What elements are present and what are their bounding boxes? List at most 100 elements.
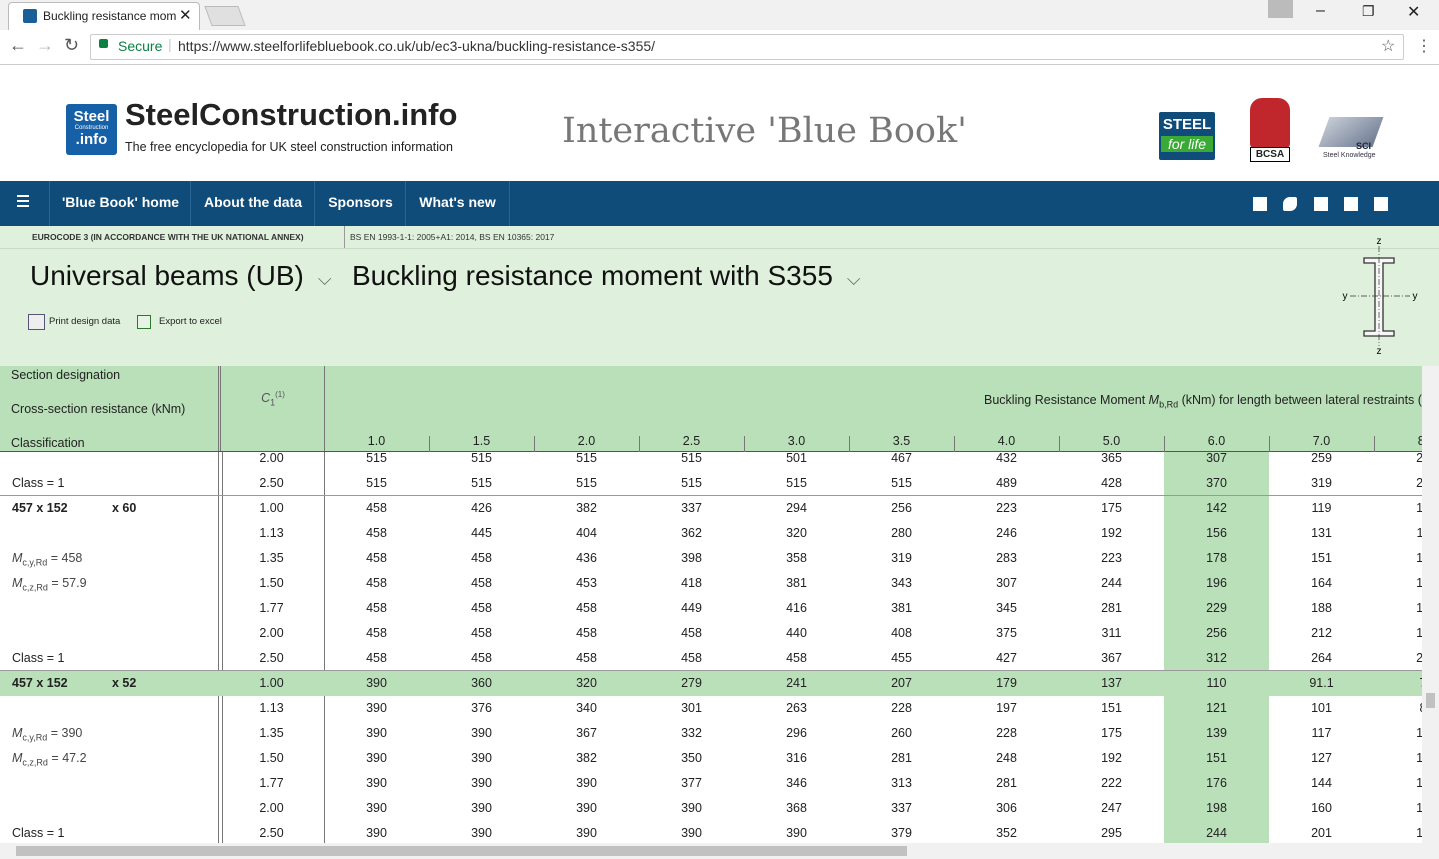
table-row[interactable]: 2.00 458 458 458 458 440 408 375 311 256 212 183 bbox=[0, 621, 1422, 646]
google-plus-icon[interactable] bbox=[1344, 197, 1358, 211]
reload[interactable]: ↻ bbox=[64, 35, 80, 55]
value-cell: 241 bbox=[786, 676, 807, 690]
value-cell: 458 bbox=[366, 551, 387, 565]
table-row[interactable]: 2.00 390 390 390 390 368 337 306 247 198 160 138 bbox=[0, 796, 1422, 821]
nav-item[interactable]: Sponsors bbox=[314, 181, 406, 226]
v-scrollbar[interactable] bbox=[1422, 366, 1439, 843]
sfl-top: STEEL bbox=[1162, 116, 1212, 133]
site-header: Steel Construction .info SteelConstructi… bbox=[0, 65, 1439, 181]
tab[interactable]: Buckling resistance mom ✕ bbox=[8, 2, 200, 31]
print-icon[interactable] bbox=[28, 314, 45, 330]
forward[interactable]: → bbox=[36, 35, 54, 55]
value-cell: 408 bbox=[891, 626, 912, 640]
mb-header: Buckling Resistance Moment Mb,Rd (kNm) f… bbox=[984, 393, 1437, 410]
table-row[interactable]: 1.00 390 360 320 279 241 207 179 137 110 91.1 78 457… bbox=[0, 671, 1422, 696]
table-row[interactable]: 1.00 458 426 382 337 294 256 223 175 142 119 102 457… bbox=[0, 496, 1422, 521]
equals: = bbox=[47, 751, 63, 765]
back[interactable]: ← bbox=[9, 35, 27, 55]
omnibox[interactable]: Secure | https://www.steelforlifeblueboo… bbox=[90, 34, 1404, 60]
menu[interactable]: ⋮ bbox=[1416, 38, 1432, 55]
resistance: Mc,y,Rd = 458 bbox=[12, 546, 82, 576]
length-header: 5.0 bbox=[1102, 434, 1121, 448]
value-cell: 138 bbox=[1416, 801, 1422, 815]
excel-link[interactable]: Export to excel bbox=[159, 316, 222, 327]
table-row[interactable]: 1.77 458 458 458 449 416 381 345 281 229 188 163 bbox=[0, 596, 1422, 621]
logo-top: Steel bbox=[73, 108, 110, 125]
value-cell: 113 bbox=[1416, 526, 1422, 540]
v-thumb[interactable] bbox=[1426, 693, 1435, 708]
favicon bbox=[23, 9, 37, 23]
table-row[interactable]: 1.50 458 458 453 418 381 343 307 244 196 164 142 Mc,… bbox=[0, 571, 1422, 596]
youtube-icon[interactable] bbox=[1374, 197, 1388, 211]
header-tick bbox=[954, 436, 955, 452]
value-cell: 163 bbox=[1416, 601, 1422, 615]
resistance: Mc,z,Rd = 57.9 bbox=[12, 571, 87, 601]
length-header: 1.5 bbox=[472, 434, 491, 448]
table-row[interactable]: 1.13 458 445 404 362 320 280 246 192 156 131 113 bbox=[0, 521, 1422, 546]
table-selector[interactable]: Buckling resistance moment with S355 ⌵ bbox=[352, 260, 861, 291]
header-tick bbox=[849, 436, 850, 452]
value-cell: 390 bbox=[786, 826, 807, 840]
linkedin-icon[interactable] bbox=[1253, 197, 1267, 211]
value-cell: 301 bbox=[681, 701, 702, 715]
nav-item[interactable]: About the data bbox=[190, 181, 315, 226]
table-row[interactable]: 1.35 390 390 367 332 296 260 228 175 139 117 100 Mc,… bbox=[0, 721, 1422, 746]
value-cell: 151 bbox=[1311, 551, 1332, 565]
new-tab[interactable] bbox=[204, 6, 246, 26]
value-cell: 375 bbox=[996, 626, 1017, 640]
bcsa-crest bbox=[1250, 98, 1290, 148]
facebook-icon[interactable] bbox=[1314, 197, 1328, 211]
value-cell: 515 bbox=[471, 476, 492, 490]
restore[interactable]: ❐ bbox=[1362, 3, 1375, 19]
table-row[interactable]: 1.13 390 376 340 301 263 228 197 151 121 101 87 bbox=[0, 696, 1422, 721]
close[interactable]: ✕ bbox=[1407, 4, 1421, 21]
length-header: 4.0 bbox=[997, 434, 1016, 448]
axis-z-bottom: z bbox=[1377, 346, 1382, 357]
h-scrollbar[interactable] bbox=[0, 843, 1439, 859]
value-cell: 246 bbox=[996, 526, 1017, 540]
print-link[interactable]: Print design data bbox=[49, 316, 121, 327]
mass: x 52 bbox=[112, 676, 137, 690]
value-cell: 307 bbox=[996, 576, 1017, 590]
h-thumb[interactable] bbox=[16, 846, 907, 856]
hamburger[interactable] bbox=[17, 195, 29, 207]
value-cell: 426 bbox=[471, 501, 492, 515]
logo[interactable]: Steel Construction .info bbox=[66, 104, 117, 155]
value-cell: 390 bbox=[366, 751, 387, 765]
value-cell: 278 bbox=[1416, 476, 1422, 490]
value-cell: 319 bbox=[1311, 476, 1332, 490]
resistance-value: 390 bbox=[61, 726, 83, 740]
table-row[interactable]: 2.50 458 458 458 458 458 455 427 367 312 264 227 Cla… bbox=[0, 646, 1422, 671]
table-row[interactable]: 1.50 390 390 382 350 316 281 248 192 151 127 109 Mc,… bbox=[0, 746, 1422, 771]
header-tick bbox=[429, 436, 430, 452]
value-cell: 201 bbox=[1311, 826, 1332, 840]
profile[interactable] bbox=[1268, 0, 1293, 18]
value-cell: 142 bbox=[1164, 496, 1269, 521]
nav-item[interactable]: What's new bbox=[405, 181, 510, 226]
table-row[interactable]: 2.50 390 390 390 390 390 379 352 295 244 201 173 Cla… bbox=[0, 821, 1422, 843]
value-cell: 142 bbox=[1416, 576, 1422, 590]
value-cell: 489 bbox=[996, 476, 1017, 490]
excel-icon[interactable] bbox=[137, 315, 151, 329]
classification: Class = 1 bbox=[12, 826, 65, 840]
section-selector[interactable]: Universal beams (UB) ⌵ bbox=[30, 260, 332, 291]
table-row[interactable]: 2.00 515 515 515 515 501 467 432 365 307 259 223 bbox=[0, 452, 1422, 471]
bookmark[interactable]: ☆ bbox=[1381, 38, 1396, 55]
tab-close[interactable]: ✕ bbox=[179, 7, 192, 24]
value-cell: 515 bbox=[786, 476, 807, 490]
equals: = bbox=[47, 576, 63, 590]
table-row[interactable]: 1.35 458 458 436 398 358 319 283 223 178 151 130 Mc,… bbox=[0, 546, 1422, 571]
c1-cell: 2.50 bbox=[259, 826, 284, 840]
value-cell: 367 bbox=[1101, 651, 1122, 665]
value-cell: 376 bbox=[471, 701, 492, 715]
header-tick bbox=[1164, 436, 1165, 452]
minimize[interactable]: – bbox=[1316, 2, 1325, 19]
value-cell: 144 bbox=[1311, 776, 1332, 790]
value-cell: 223 bbox=[1416, 452, 1422, 465]
nav-item[interactable]: 'Blue Book' home bbox=[49, 181, 191, 226]
table-row[interactable]: 1.77 390 390 390 377 346 313 281 222 176 144 124 bbox=[0, 771, 1422, 796]
m-symbol: M bbox=[12, 551, 23, 565]
value-cell: 183 bbox=[1416, 626, 1422, 640]
twitter-icon[interactable] bbox=[1283, 197, 1297, 211]
table-row[interactable]: 2.50 515 515 515 515 515 515 489 428 370 319 278 Cla… bbox=[0, 471, 1422, 496]
